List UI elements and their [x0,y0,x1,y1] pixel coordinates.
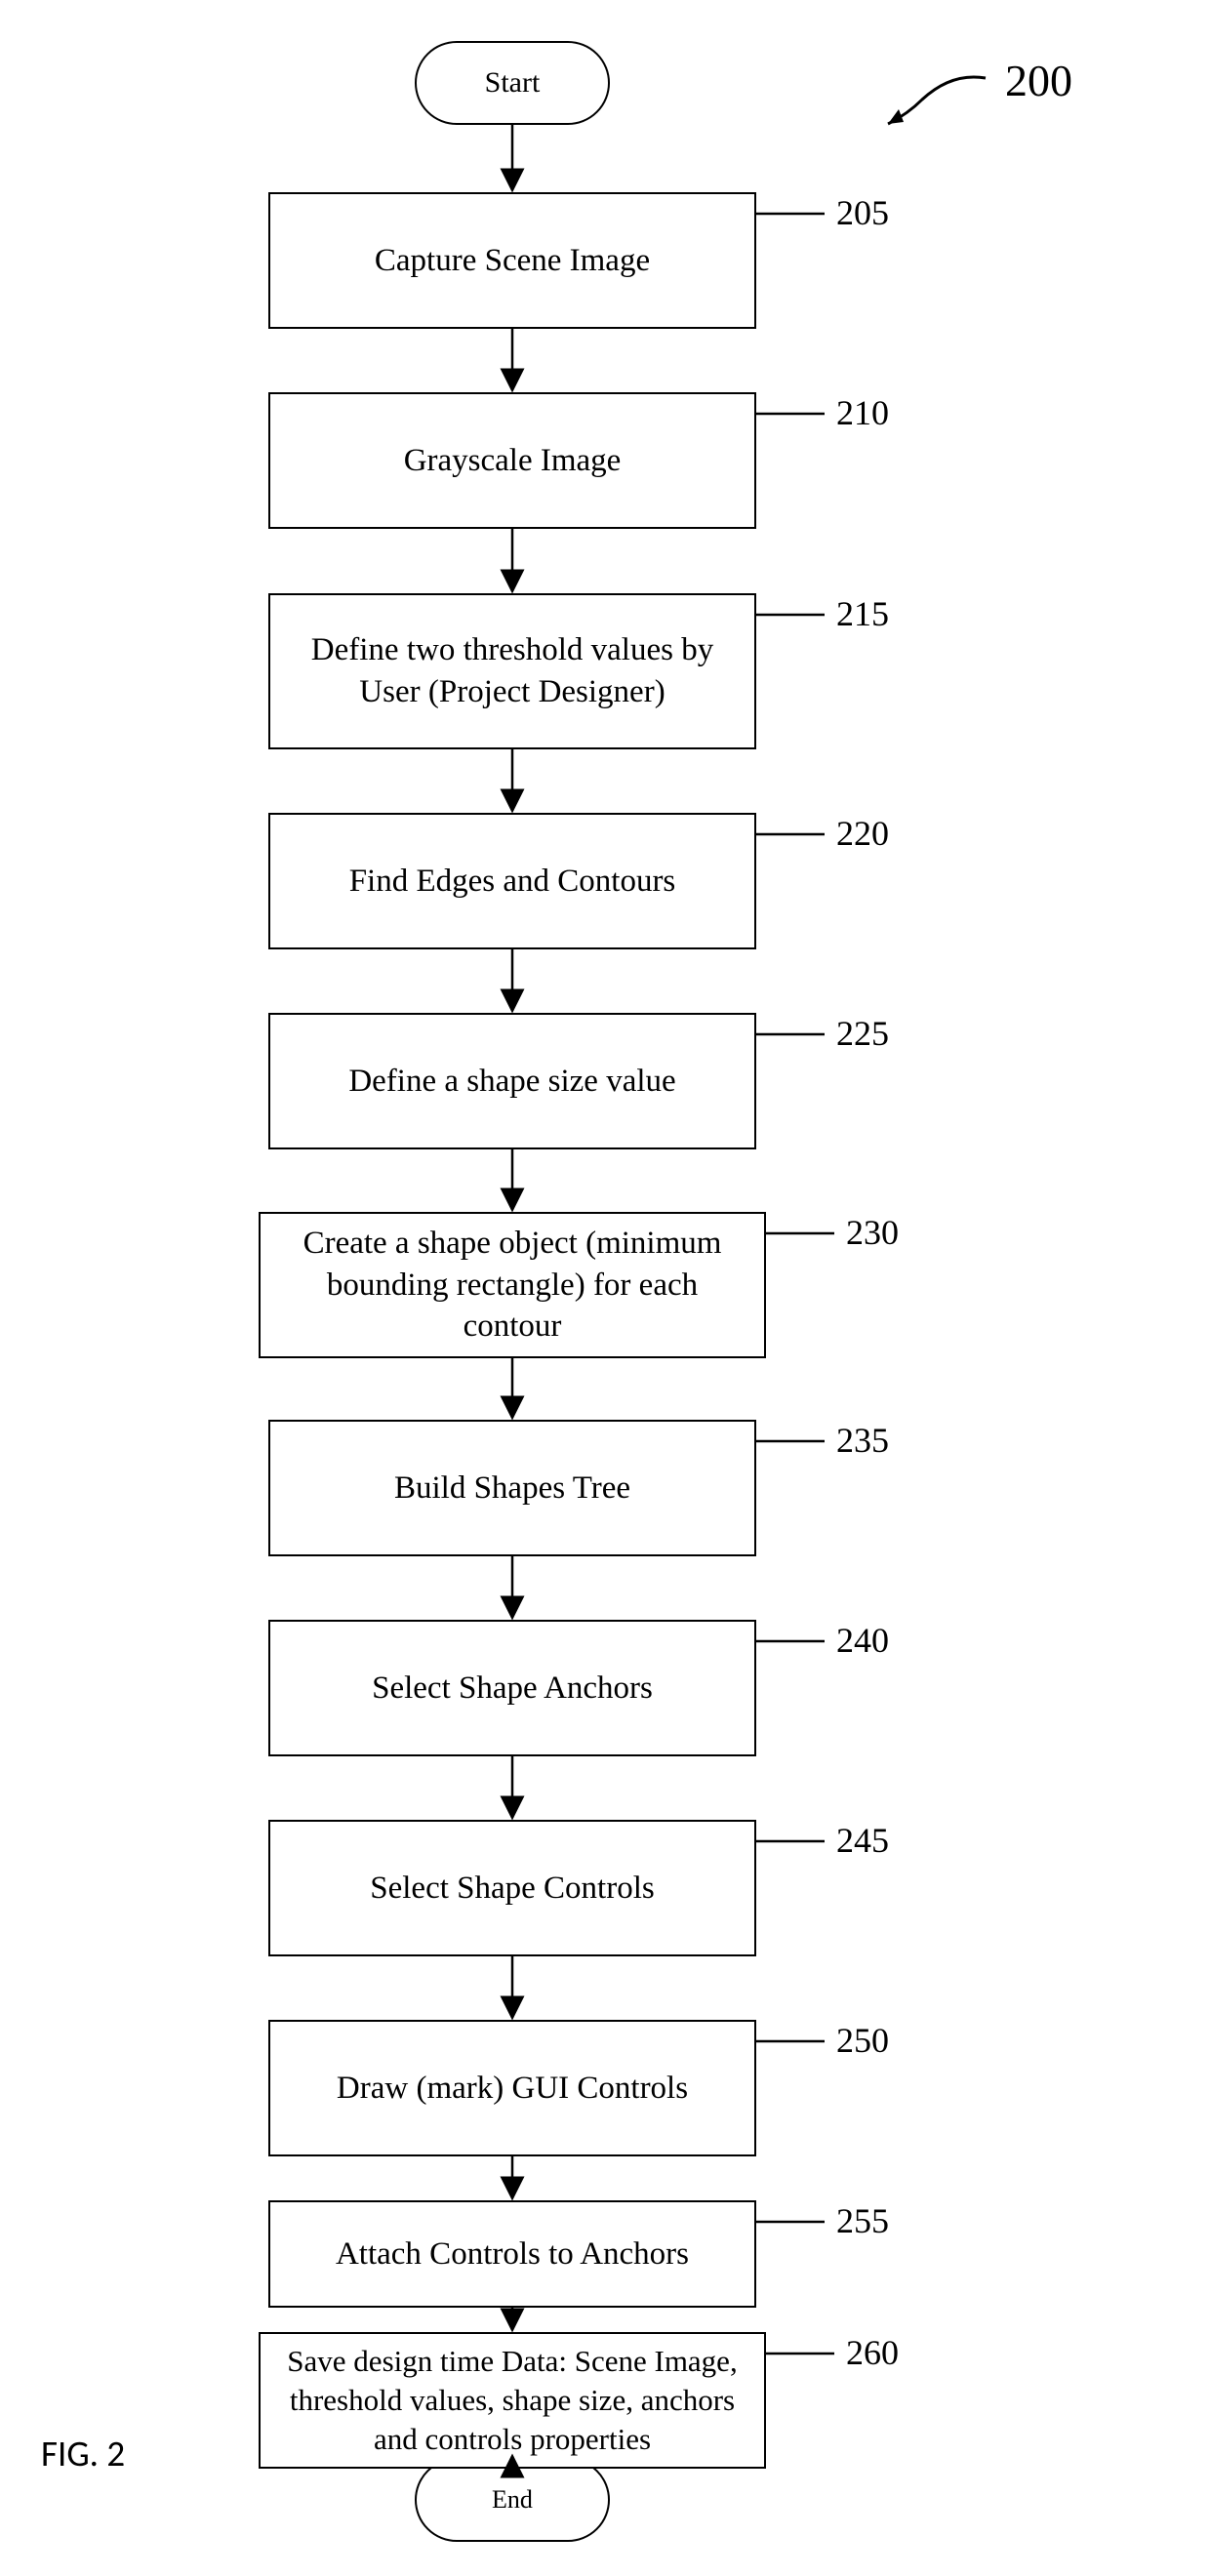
flowchart-arrows [0,0,1210,2576]
